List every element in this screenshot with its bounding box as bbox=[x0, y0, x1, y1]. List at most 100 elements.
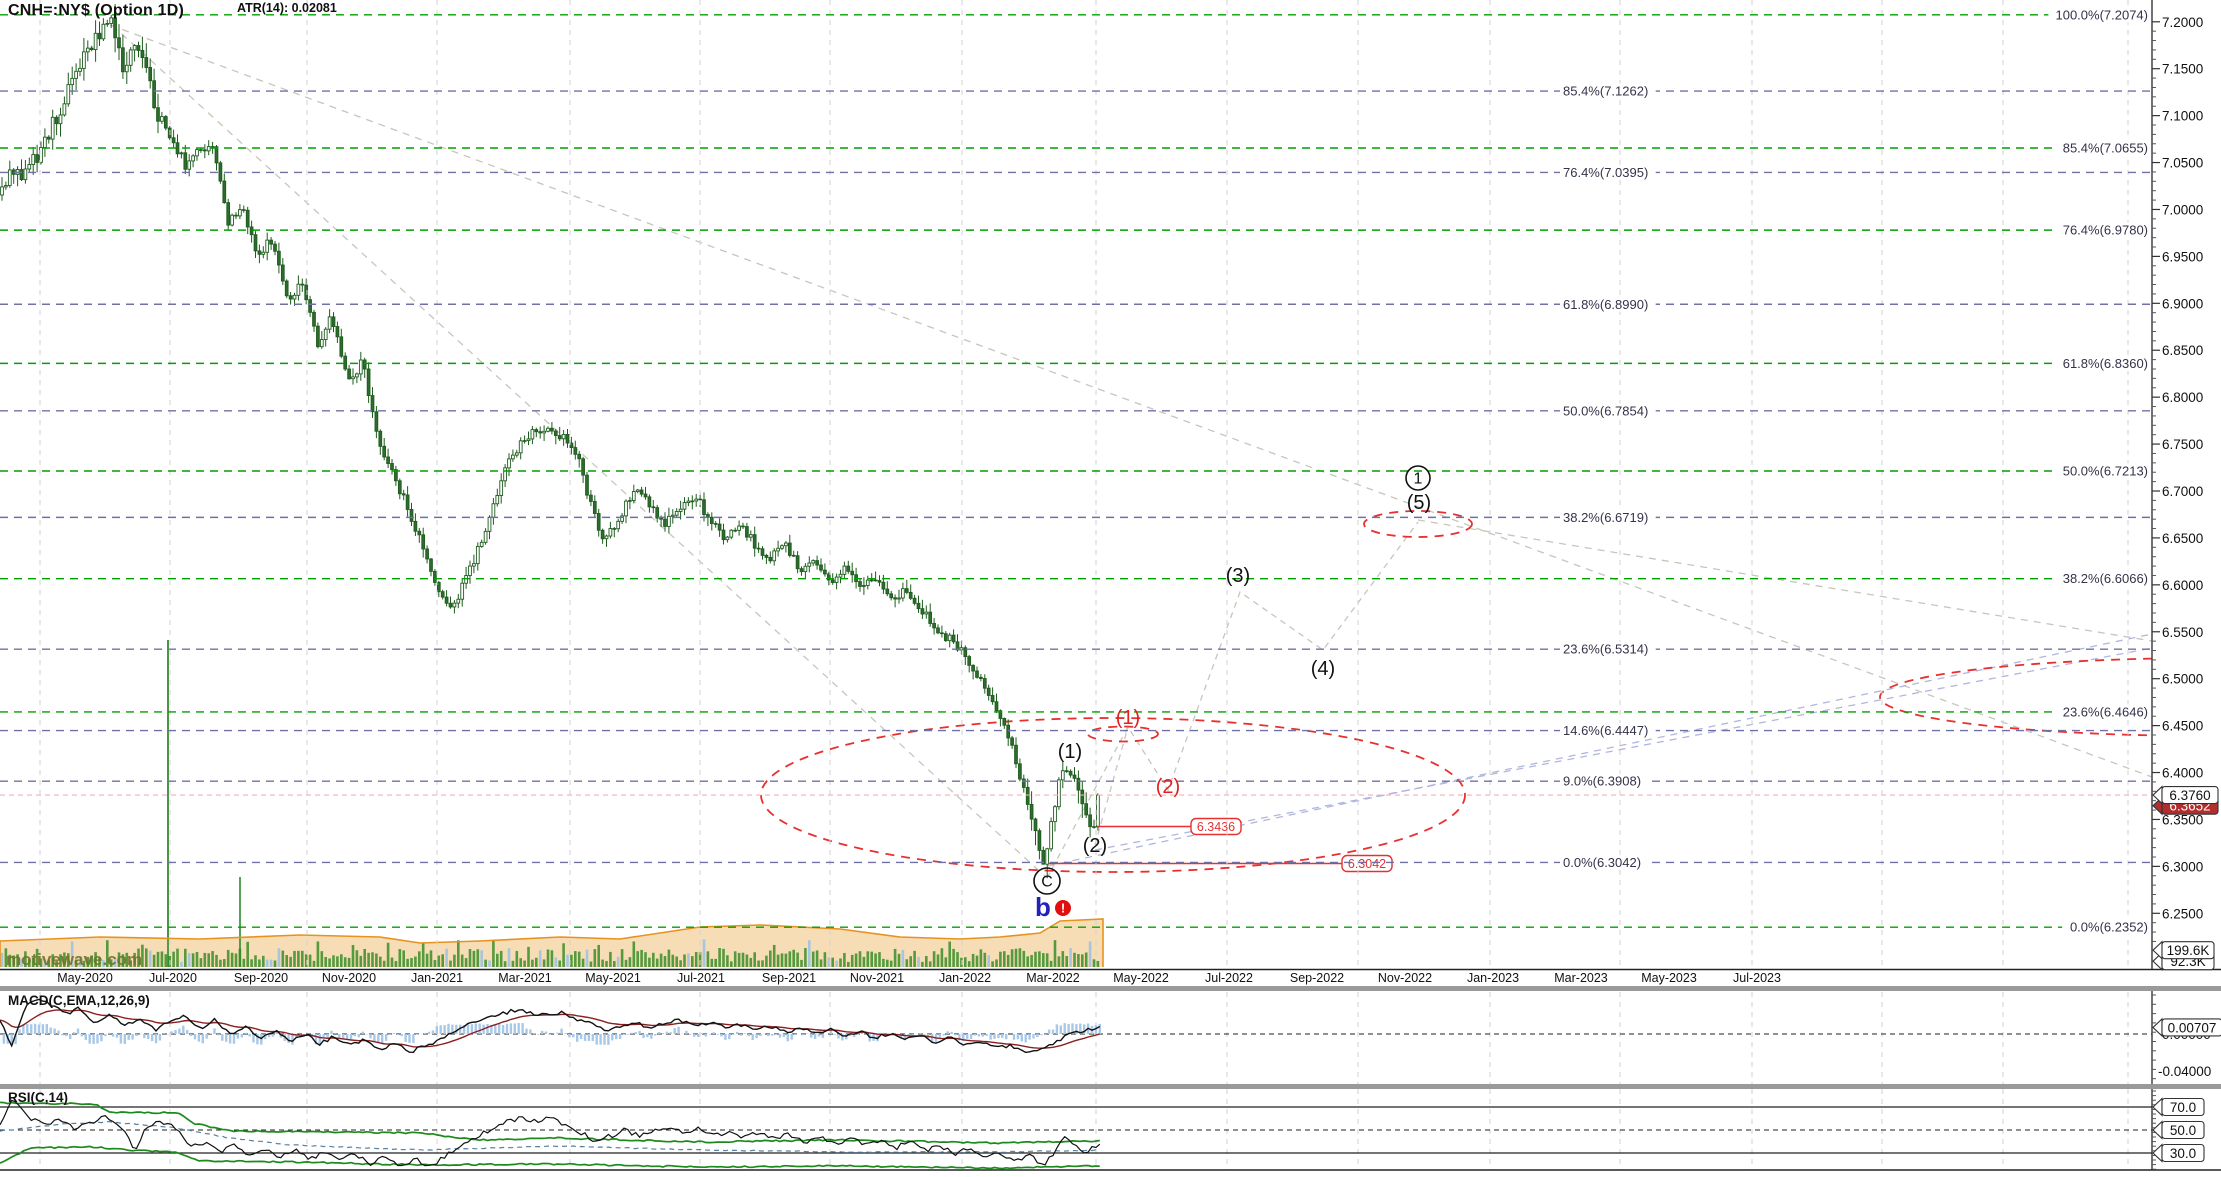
volume-bar bbox=[952, 948, 955, 967]
candle-body bbox=[858, 581, 862, 587]
macd-histogram-bar bbox=[755, 1034, 758, 1039]
volume-bar bbox=[811, 951, 815, 967]
macd-histogram-bar bbox=[225, 1034, 228, 1042]
volume-bar bbox=[671, 954, 675, 967]
macd-histogram-bar bbox=[232, 1034, 236, 1044]
candle-body bbox=[195, 149, 199, 157]
volume-bar bbox=[285, 955, 288, 967]
volume-bar bbox=[145, 948, 148, 967]
macd-histogram-bar bbox=[712, 1032, 715, 1034]
macd-histogram-bar bbox=[22, 1024, 25, 1034]
candle-body bbox=[940, 632, 944, 635]
macd-histogram-bar bbox=[856, 1034, 860, 1035]
macd-histogram-bar bbox=[178, 1028, 181, 1034]
candle-body bbox=[97, 32, 102, 40]
volume-bar bbox=[121, 954, 125, 967]
candle-body bbox=[581, 458, 585, 476]
macd-histogram-bar bbox=[14, 1034, 17, 1045]
macd-histogram-bar bbox=[470, 1024, 474, 1034]
candle-body bbox=[550, 427, 554, 432]
candle-body bbox=[124, 64, 129, 73]
volume-bar bbox=[117, 952, 121, 967]
candle-body bbox=[304, 284, 309, 301]
candle-body bbox=[975, 670, 979, 678]
macd-histogram-bar bbox=[1005, 1034, 1008, 1040]
candle-body bbox=[604, 535, 609, 540]
candle-body bbox=[1025, 786, 1030, 805]
macd-histogram-bar bbox=[989, 1034, 992, 1040]
candle-body bbox=[643, 493, 648, 498]
candle-body bbox=[499, 480, 504, 496]
macd-histogram-bar bbox=[693, 1034, 696, 1037]
volume-bar bbox=[675, 956, 678, 967]
wave-label: (4) bbox=[1311, 658, 1335, 680]
candle-body bbox=[823, 569, 827, 575]
macd-histogram-bar bbox=[525, 1028, 528, 1034]
macd-histogram-bar bbox=[291, 1034, 294, 1045]
volume-bar bbox=[796, 952, 799, 967]
macd-histogram-bar bbox=[412, 1034, 415, 1043]
macd-histogram-bar bbox=[104, 1034, 107, 1037]
macd-histogram-bar bbox=[228, 1034, 232, 1044]
macd-histogram-bar bbox=[689, 1034, 692, 1035]
price-callout-value: 6.3042 bbox=[1348, 857, 1386, 871]
macd-indicator-label: MACD(C,EMA,12,26,9) bbox=[8, 993, 150, 1008]
volume-bar bbox=[464, 958, 468, 967]
candle-body bbox=[709, 516, 714, 524]
volume-bar bbox=[437, 955, 441, 967]
candle-body bbox=[752, 534, 757, 549]
candle-body bbox=[904, 588, 909, 593]
volume-bar bbox=[574, 951, 577, 967]
volume-bar bbox=[386, 942, 390, 967]
macd-histogram-bar bbox=[338, 1034, 341, 1039]
macd-histogram-bar bbox=[26, 1023, 29, 1034]
date-axis-label: Jan-2023 bbox=[1467, 971, 1519, 985]
macd-histogram-bar bbox=[462, 1024, 466, 1034]
macd-histogram-bar bbox=[287, 1034, 290, 1044]
macd-histogram-bar bbox=[665, 1031, 669, 1034]
macd-histogram-bar bbox=[1067, 1023, 1070, 1034]
volume-bar bbox=[160, 951, 164, 967]
candle-body bbox=[343, 355, 348, 370]
volume-bar bbox=[164, 954, 168, 967]
volume-bar bbox=[82, 960, 86, 967]
volume-bar bbox=[499, 950, 503, 967]
candle-body bbox=[885, 588, 890, 595]
macd-histogram-bar bbox=[677, 1026, 680, 1034]
volume-bar bbox=[78, 956, 82, 967]
volume-bar bbox=[975, 955, 979, 967]
volume-bar bbox=[1018, 948, 1022, 967]
volume-bar bbox=[1065, 956, 1068, 967]
macd-histogram-bar bbox=[275, 1031, 279, 1034]
volume-bar bbox=[8, 954, 12, 967]
candle-body bbox=[366, 368, 371, 397]
candle-body bbox=[1049, 821, 1053, 850]
volume-bar bbox=[488, 960, 491, 967]
fib-label: 100.0%(7.2074) bbox=[2055, 7, 2148, 22]
date-axis-label: Jan-2021 bbox=[411, 971, 463, 985]
volume-bar bbox=[98, 957, 101, 967]
candle-body bbox=[569, 442, 574, 449]
volume-bar bbox=[277, 948, 281, 967]
macd-histogram-bar bbox=[638, 1030, 641, 1034]
volume-bar bbox=[655, 958, 659, 967]
volume-bar bbox=[808, 940, 811, 967]
macd-histogram-bar bbox=[767, 1034, 770, 1037]
macd-histogram-bar bbox=[938, 1034, 942, 1039]
candle-body bbox=[678, 508, 683, 512]
wave-label: (3) bbox=[1226, 565, 1250, 587]
volume-bar bbox=[340, 954, 343, 967]
volume-bar bbox=[176, 948, 179, 967]
macd-histogram-bar bbox=[205, 1034, 208, 1039]
volume-bar bbox=[1034, 951, 1037, 967]
date-axis-label: Jul-2022 bbox=[1205, 971, 1253, 985]
candle-body bbox=[725, 536, 730, 541]
candle-body bbox=[101, 23, 106, 40]
candle-body bbox=[862, 584, 866, 587]
macd-histogram-bar bbox=[993, 1034, 996, 1039]
rsi-level-badge-box bbox=[2161, 1120, 2205, 1140]
wave-projection-path bbox=[1046, 521, 1419, 879]
volume-bar bbox=[106, 940, 109, 967]
price-axis-label: 7.2000 bbox=[2162, 15, 2203, 30]
